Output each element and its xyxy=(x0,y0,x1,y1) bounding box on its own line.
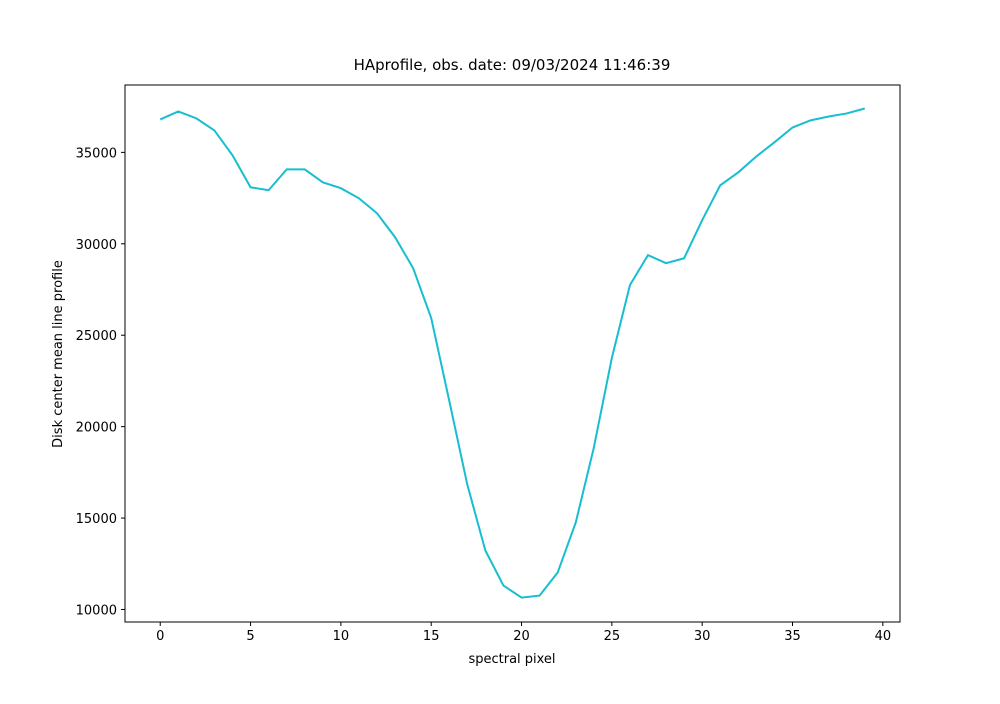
line-series xyxy=(159,107,866,599)
y-tick-label: 25000 xyxy=(76,329,117,344)
y-tick-label: 35000 xyxy=(76,146,117,161)
y-tick-label: 10000 xyxy=(76,603,117,618)
x-tick-label: 30 xyxy=(694,629,711,644)
x-tick-label: 35 xyxy=(784,629,801,644)
y-axis-label: Disk center mean line profile xyxy=(51,260,66,448)
x-tick-label: 0 xyxy=(156,629,164,644)
y-tick-label: 30000 xyxy=(76,238,117,253)
x-axis-label: spectral pixel xyxy=(468,652,555,667)
x-tick-label: 40 xyxy=(875,629,892,644)
y-tick-label: 20000 xyxy=(76,421,117,436)
x-tick-label: 25 xyxy=(604,629,621,644)
chart-title: HAprofile, obs. date: 09/03/2024 11:46:3… xyxy=(354,56,671,74)
x-tick-label: 10 xyxy=(333,629,350,644)
y-tick-label: 15000 xyxy=(76,512,117,527)
x-tick-label: 15 xyxy=(423,629,440,644)
plot-frame xyxy=(124,84,901,623)
x-tick-label: 20 xyxy=(513,629,530,644)
x-tick-label: 5 xyxy=(246,629,254,644)
